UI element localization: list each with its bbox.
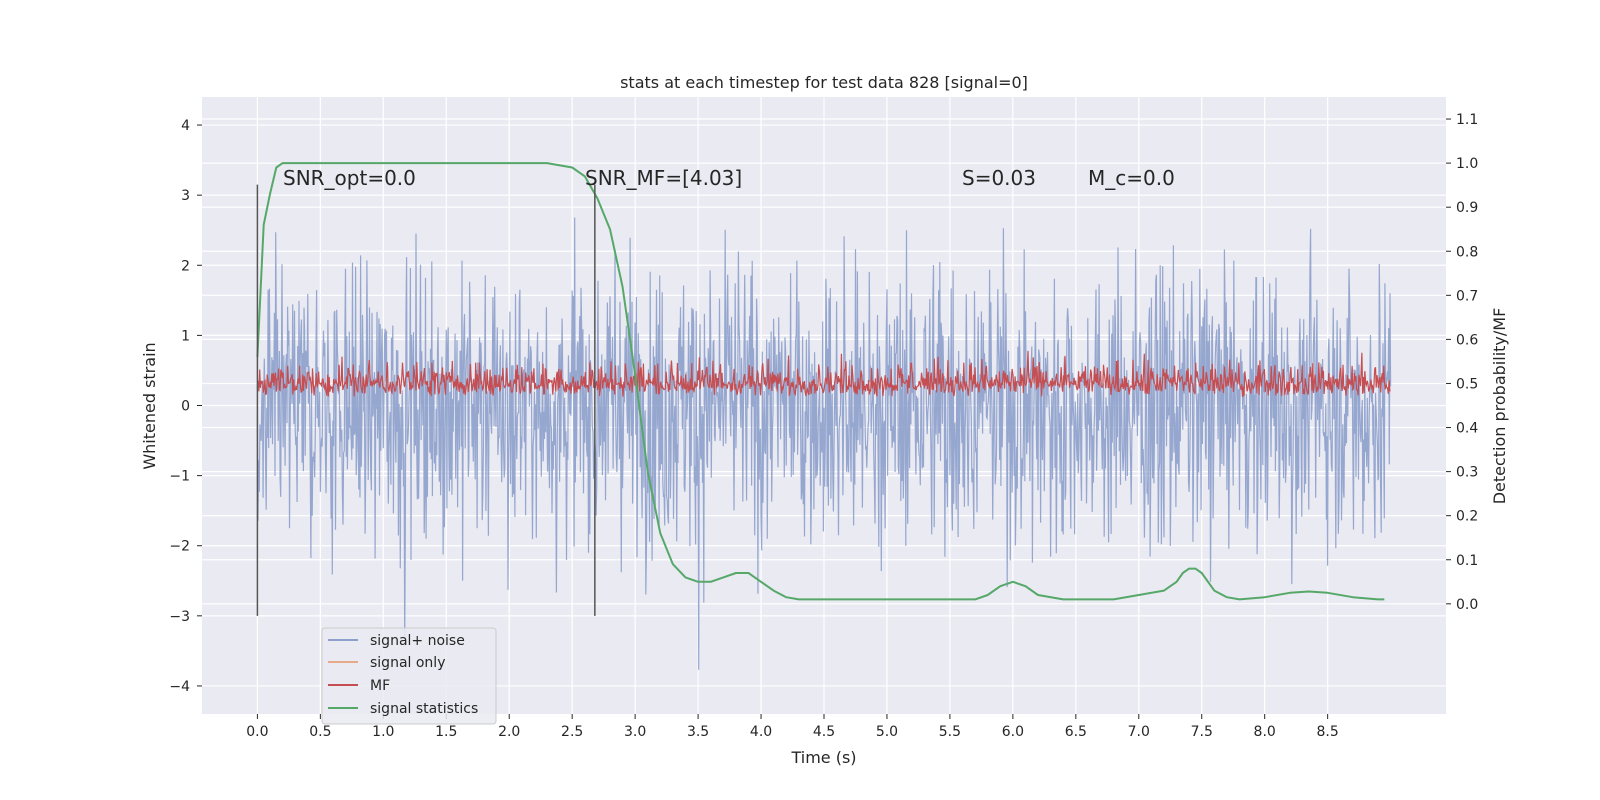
y2-tick-label: 0.0 — [1456, 597, 1478, 613]
y-tick-labels: 4 3 2 1 0 −1 −2 −3 −4 — [169, 118, 202, 695]
y2-tick-label: 0.8 — [1456, 244, 1478, 260]
x-tick-label: 0.0 — [246, 724, 268, 740]
series-mf — [256, 350, 1391, 397]
x-axis-label: Time (s) — [790, 748, 856, 767]
y2-tick-label: 0.1 — [1456, 553, 1478, 569]
x-tick-label: 4.0 — [750, 724, 772, 740]
y2-tick-label: 0.4 — [1456, 421, 1478, 437]
y2-tick-label: 1.1 — [1456, 112, 1478, 128]
x-tick-label: 1.0 — [372, 724, 394, 740]
x-tick-label: 7.5 — [1191, 724, 1213, 740]
x-tick-label: 6.5 — [1065, 724, 1087, 740]
y-axis-label: Whitened strain — [140, 342, 159, 469]
y2-tick-label: 0.5 — [1456, 376, 1478, 392]
y2-tick-label: 0.2 — [1456, 509, 1478, 525]
y-tick-label: −3 — [169, 609, 190, 625]
signal-statistics-line — [256, 162, 1385, 601]
x-tick-label: 7.0 — [1128, 724, 1150, 740]
x-tick-label: 8.5 — [1317, 724, 1339, 740]
legend-label-mf: MF — [370, 678, 390, 694]
legend-label-signal-only: signal only — [370, 655, 445, 671]
series-signal-noise — [256, 217, 1392, 670]
x-tick-label: 4.5 — [813, 724, 835, 740]
y2-tick-label: 0.3 — [1456, 465, 1478, 481]
x-tick-label: 8.0 — [1254, 724, 1276, 740]
y-tick-label: −1 — [169, 469, 190, 485]
legend: signal+ noise signal only MF signal stat… — [321, 627, 497, 725]
y2-axis-label: Detection probability/MF — [1490, 308, 1509, 505]
y-tick-label: 2 — [181, 258, 190, 274]
y-tick-label: 4 — [181, 118, 190, 134]
y-tick-label: 1 — [181, 328, 190, 344]
annotation-mc: M_c=0.0 — [1088, 166, 1175, 190]
y2-tick-labels: 1.1 1.0 0.9 0.8 0.7 0.6 0.5 0.4 0.3 0.2 0.1 0.0 — [1446, 112, 1478, 613]
x-tick-label: 2.0 — [498, 724, 520, 740]
x-tick-label: 1.5 — [435, 724, 457, 740]
legend-label-signal-statistics: signal statistics — [370, 701, 478, 717]
vertical-markers — [256, 184, 596, 616]
x-tick-label: 3.5 — [687, 724, 709, 740]
y-tick-label: −2 — [169, 539, 190, 555]
annotation-snr-opt: SNR_opt=0.0 — [283, 166, 416, 190]
mf-trace — [256, 350, 1391, 397]
annotation-snr-mf: SNR_MF=[4.03] — [585, 166, 742, 190]
y-tick-label: 0 — [181, 399, 190, 415]
legend-box — [321, 627, 497, 725]
y2-tick-label: 0.9 — [1456, 200, 1478, 216]
x-tick-label: 5.5 — [939, 724, 961, 740]
y2-tick-label: 0.6 — [1456, 332, 1478, 348]
chart-title: stats at each timestep for test data 828… — [620, 73, 1028, 92]
y-tick-label: −4 — [169, 679, 190, 695]
y-tick-label: 3 — [181, 188, 190, 204]
series-signal-statistics — [256, 162, 1385, 601]
y2-tick-label: 0.7 — [1456, 288, 1478, 304]
signal-noise-trace — [256, 217, 1392, 670]
y2-tick-label: 1.0 — [1456, 156, 1478, 172]
x-tick-label: 2.5 — [561, 724, 583, 740]
x-tick-label: 3.0 — [624, 724, 646, 740]
annotations: SNR_opt=0.0 SNR_MF=[4.03] S=0.03 M_c=0.0 — [283, 166, 1175, 190]
x-tick-label: 5.0 — [876, 724, 898, 740]
legend-label-signal-noise: signal+ noise — [370, 633, 465, 649]
x-tick-label: 6.0 — [1002, 724, 1024, 740]
x-tick-label: 0.5 — [309, 724, 331, 740]
x-tick-labels: 0.0 0.5 1.0 1.5 2.0 2.5 3.0 3.5 4.0 4.5 5.0 5.5 6.0 6… — [246, 714, 1339, 740]
annotation-s: S=0.03 — [962, 166, 1036, 190]
